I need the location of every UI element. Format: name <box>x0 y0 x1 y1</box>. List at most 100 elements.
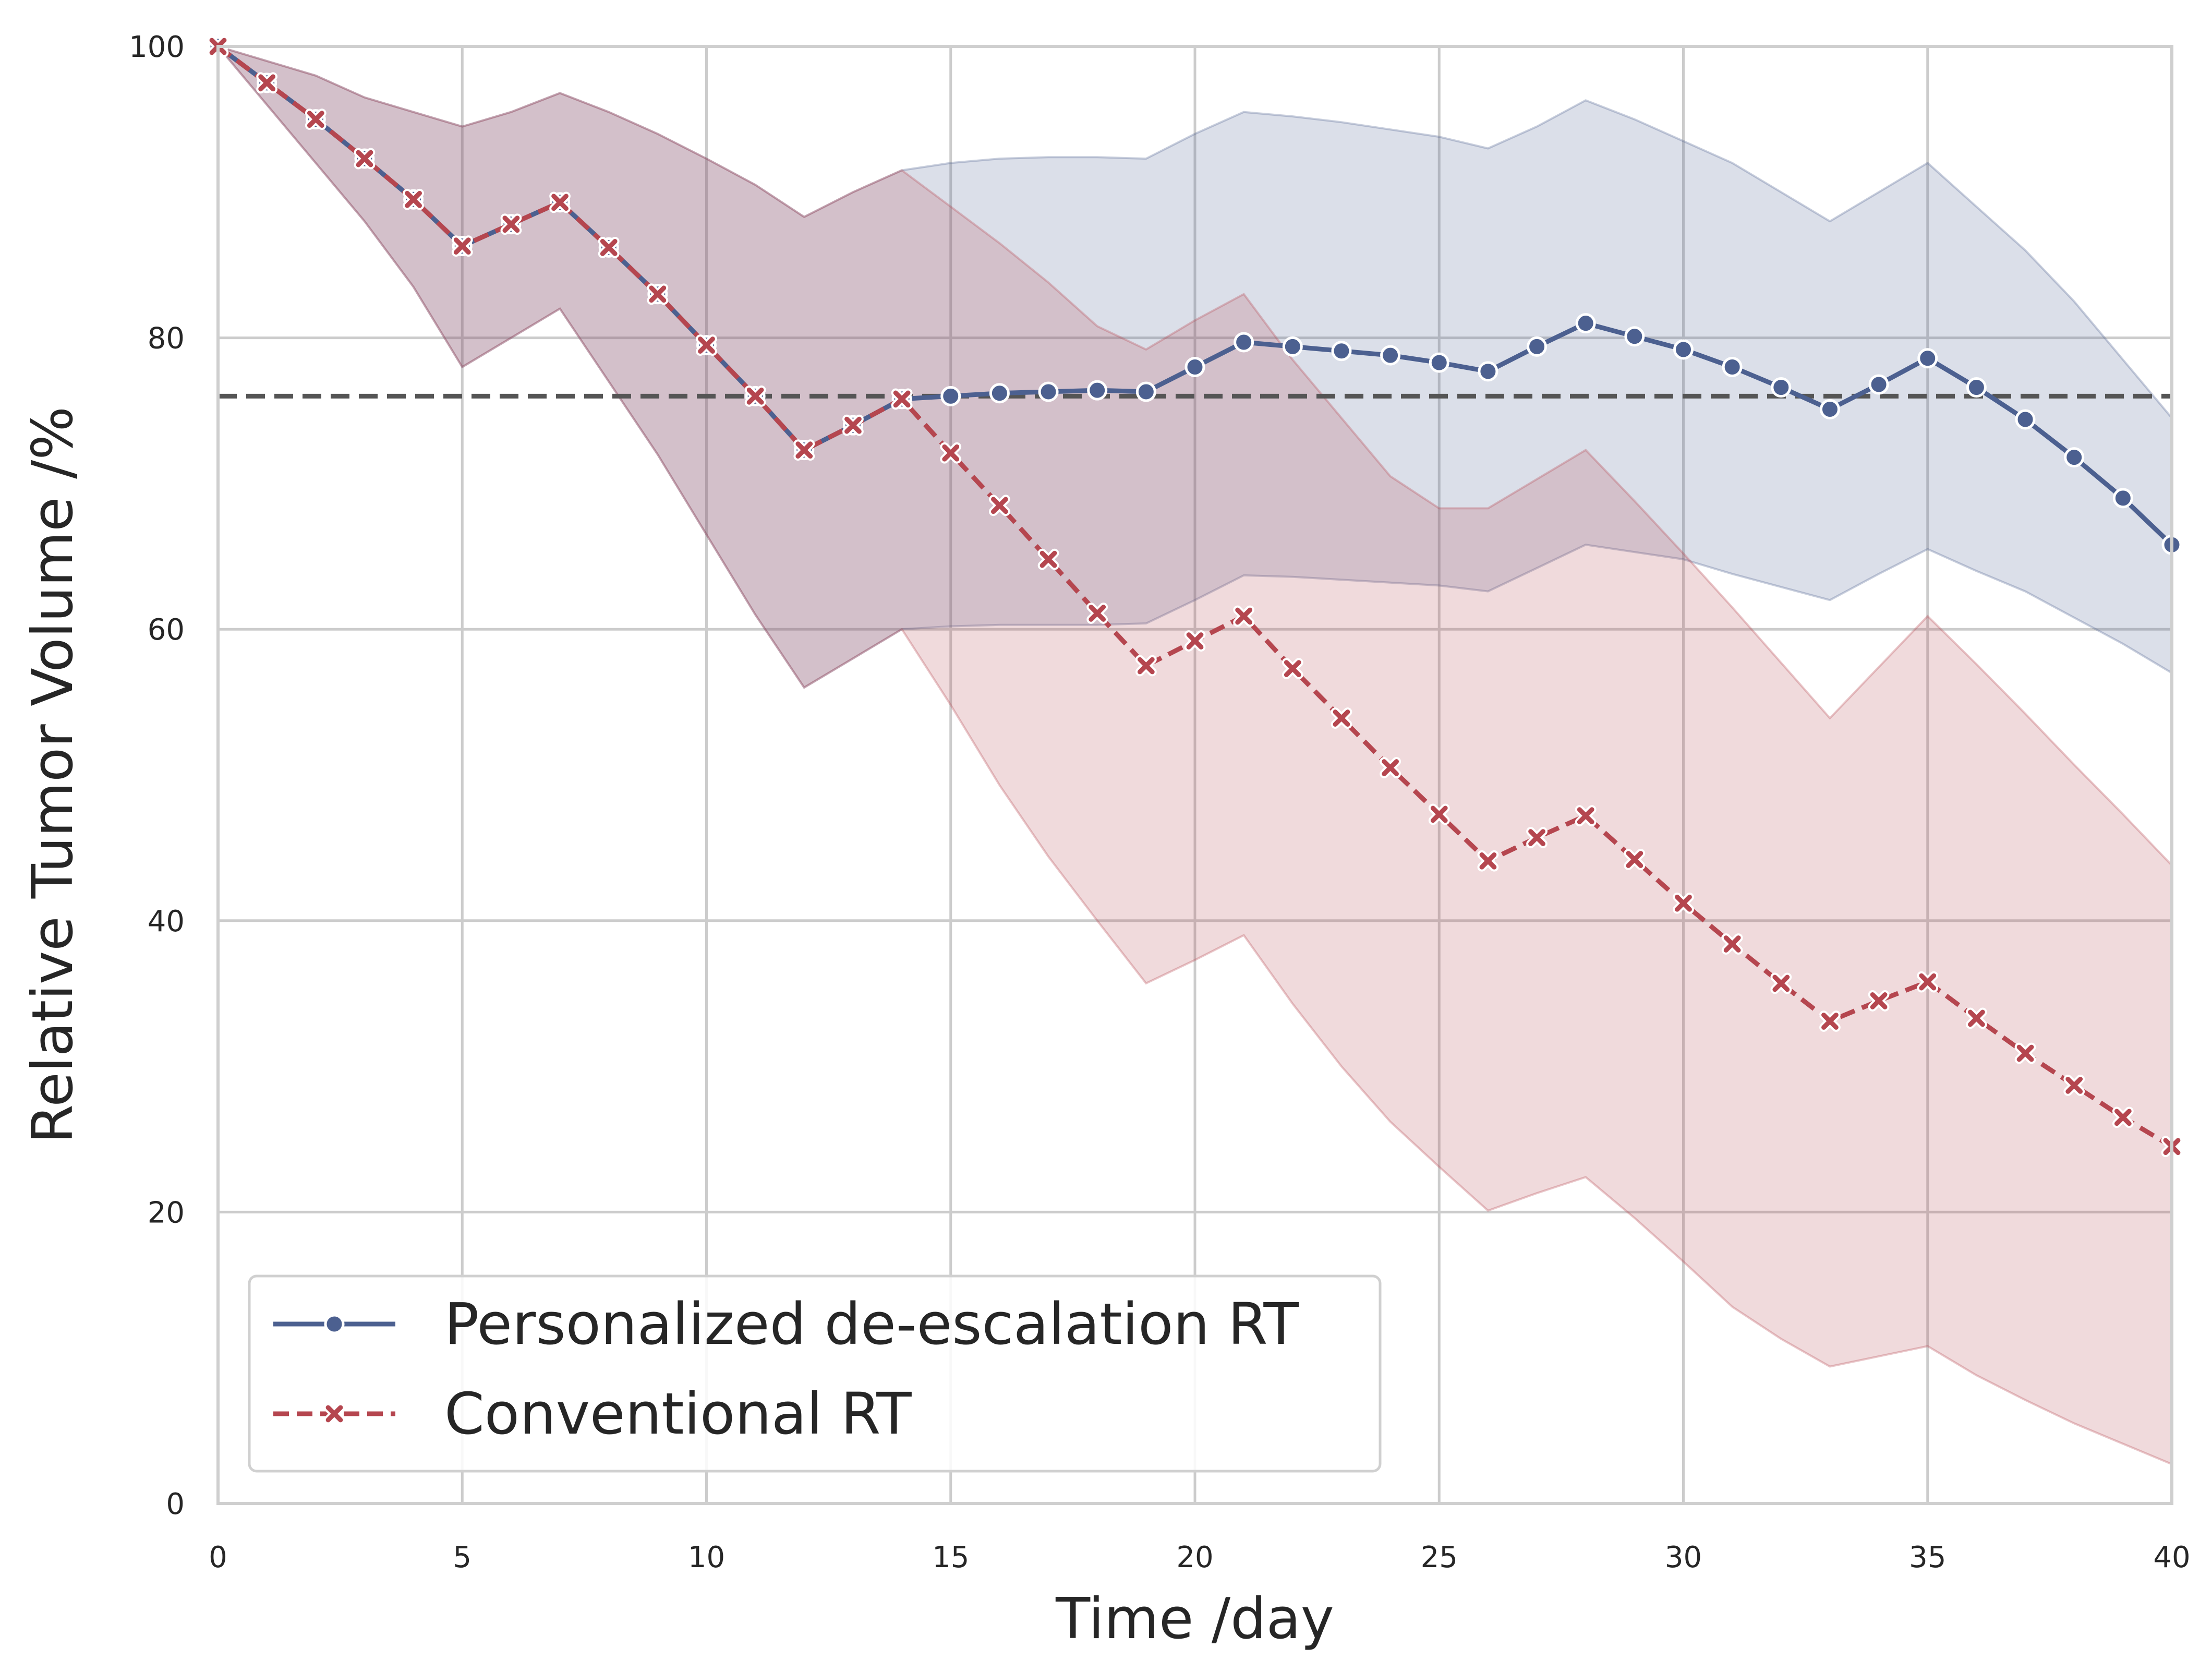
data-point <box>1087 380 1108 401</box>
legend-box <box>248 1274 1382 1473</box>
data-point <box>1135 655 1157 677</box>
data-point <box>940 442 962 464</box>
marker-stroke <box>453 237 471 255</box>
data-point <box>2015 409 2036 430</box>
marker-stroke <box>1235 607 1253 625</box>
marker-stroke <box>1675 894 1692 912</box>
marker-stroke <box>1137 657 1155 675</box>
data-point <box>1868 990 1890 1012</box>
marker-stroke <box>1577 807 1594 825</box>
marker-stroke <box>1919 973 1937 991</box>
marker-stroke <box>1089 605 1106 622</box>
data-point <box>1771 377 1792 398</box>
data-point <box>354 148 376 170</box>
data-point <box>1527 336 1548 357</box>
tick-labels: 0 5 10 15 20 25 30 35 40 0 20 40 60 80 100 <box>129 30 2191 1574</box>
marker-stroke <box>1382 759 1399 776</box>
marker-stroke <box>1772 975 1790 992</box>
data-point <box>989 383 1010 404</box>
data-point <box>1770 972 1792 994</box>
data-point <box>793 439 815 461</box>
data-point <box>549 191 571 213</box>
data-point <box>2014 1042 2036 1064</box>
legend: Personalized de-escalation RT Convention… <box>248 1274 1382 1473</box>
marker-stroke <box>600 239 618 256</box>
marker-stroke <box>1968 1009 1985 1027</box>
data-point <box>647 283 669 305</box>
marker-stroke <box>1528 829 1545 846</box>
data-point <box>1331 707 1352 729</box>
data-point <box>1233 605 1255 627</box>
marker-stroke <box>1626 851 1643 868</box>
marker-stroke <box>1284 660 1301 678</box>
data-point <box>1038 381 1059 402</box>
legend-entry-personalized: Personalized de-escalation RT <box>273 1291 1299 1357</box>
data-point <box>1819 399 1840 419</box>
data-point <box>1917 348 1938 369</box>
data-point <box>1234 332 1254 353</box>
x-tick-label: 35 <box>1909 1541 1946 1574</box>
y-tick-label: 0 <box>166 1487 185 1521</box>
x-tick-label: 15 <box>932 1541 969 1574</box>
marker-stroke <box>1870 992 1888 1009</box>
data-point <box>500 213 522 235</box>
data-point <box>1966 1007 1987 1029</box>
data-point <box>1380 345 1401 366</box>
data-point <box>451 235 473 257</box>
legend-swatch-marker <box>324 1314 345 1334</box>
data-point <box>1428 803 1450 825</box>
legend-label-conventional: Conventional RT <box>444 1380 912 1447</box>
marker-stroke <box>893 390 911 408</box>
data-point <box>1722 356 1743 377</box>
marker-stroke <box>649 285 667 303</box>
data-point <box>891 388 913 410</box>
data-point <box>1184 630 1206 652</box>
x-tick-label: 30 <box>1665 1541 1702 1574</box>
data-point <box>2063 1075 2085 1096</box>
marker-stroke <box>1821 1013 1839 1030</box>
data-point <box>1380 757 1401 778</box>
marker-stroke <box>1479 852 1497 870</box>
x-tick-label: 5 <box>453 1541 472 1574</box>
marker-stroke <box>844 416 862 434</box>
data-point <box>598 237 620 258</box>
x-tick-label: 20 <box>1176 1541 1213 1574</box>
data-point <box>1477 850 1499 872</box>
marker-stroke <box>1186 632 1204 649</box>
legend-swatch-marker <box>323 1403 345 1425</box>
data-point <box>1721 933 1743 955</box>
data-point <box>1429 352 1449 373</box>
data-point <box>1673 339 1694 360</box>
marker-stroke <box>1723 935 1741 953</box>
data-point <box>2112 488 2133 509</box>
marker-stroke <box>991 497 1008 514</box>
marker-stroke <box>942 444 960 462</box>
legend-entry-conventional: Conventional RT <box>273 1380 912 1447</box>
legend-label-personalized: Personalized de-escalation RT <box>444 1291 1299 1357</box>
data-point <box>1478 361 1498 382</box>
data-point <box>940 386 961 406</box>
data-point <box>1966 377 1987 398</box>
data-point <box>1135 381 1156 402</box>
x-tick-label: 40 <box>2153 1541 2190 1574</box>
x-axis-label: Time /day <box>1055 1586 1334 1652</box>
marker-stroke <box>1333 709 1350 727</box>
marker-stroke <box>307 111 324 128</box>
data-point <box>989 495 1010 516</box>
data-point <box>256 72 278 94</box>
data-point <box>305 109 327 130</box>
data-point <box>1282 336 1303 357</box>
x-tick-label: 0 <box>209 1541 227 1574</box>
marker-stroke <box>2065 1077 2083 1094</box>
data-point <box>744 385 766 407</box>
data-point <box>2064 447 2085 468</box>
data-point <box>1575 805 1597 827</box>
data-point <box>1868 374 1889 395</box>
data-point <box>2112 1106 2134 1128</box>
data-point <box>1184 356 1205 377</box>
y-tick-label: 40 <box>148 905 185 939</box>
y-axis-label: Relative Tumor Volume /% <box>20 406 86 1144</box>
data-point <box>1624 326 1645 347</box>
data-point <box>403 188 424 210</box>
